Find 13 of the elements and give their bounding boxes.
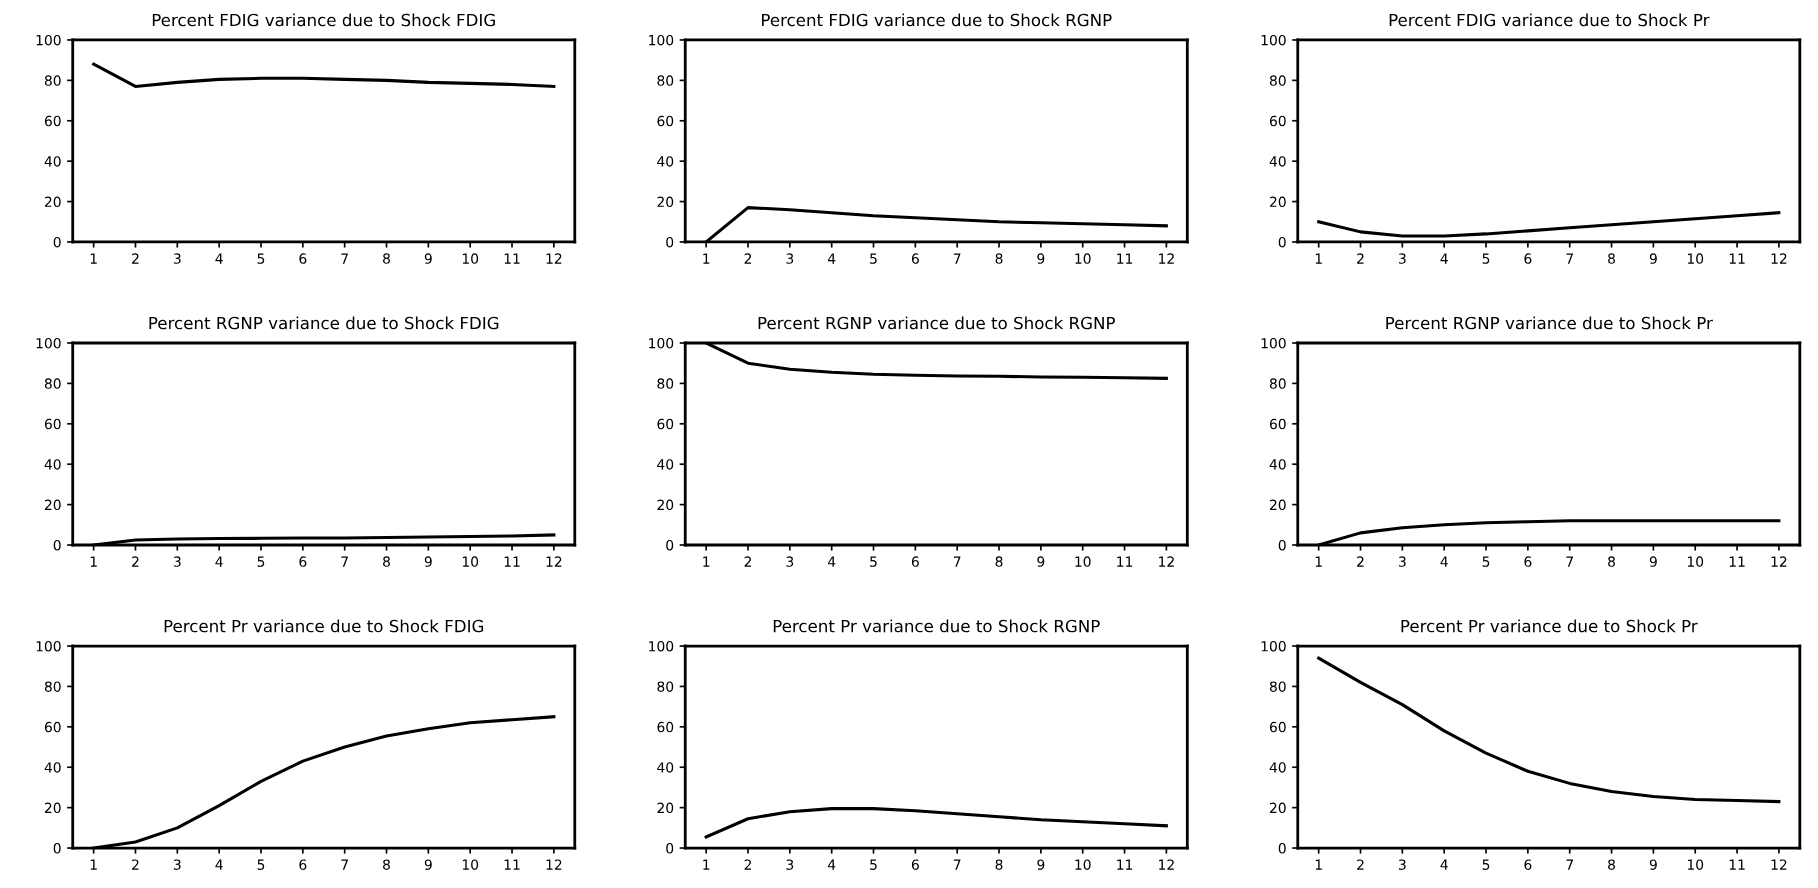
chart-title: Percent FDIG variance due to Shock Pr [1389, 13, 1710, 27]
chart-title: Percent FDIG variance due to Shock RGNP [762, 13, 1112, 27]
chart-title: Percent Pr variance due to Shock RGNP [773, 619, 1100, 633]
chart-title: Percent Pr variance due to Shock FDIG [164, 619, 484, 633]
line-series [92, 62, 556, 88]
chart-title: Percent RGNP variance due to Shock FDIG [149, 316, 499, 330]
chart-title: Percent Pr variance due to Shock Pr [1401, 619, 1698, 633]
chart-title: Percent FDIG variance due to Shock FDIG [152, 13, 495, 27]
line-series [1317, 656, 1781, 804]
chart-title: Percent RGNP variance due to Shock Pr [1386, 316, 1713, 330]
chart-title: Percent RGNP variance due to Shock RGNP [758, 316, 1115, 330]
line-series [1317, 211, 1781, 238]
line-series [704, 807, 1168, 839]
